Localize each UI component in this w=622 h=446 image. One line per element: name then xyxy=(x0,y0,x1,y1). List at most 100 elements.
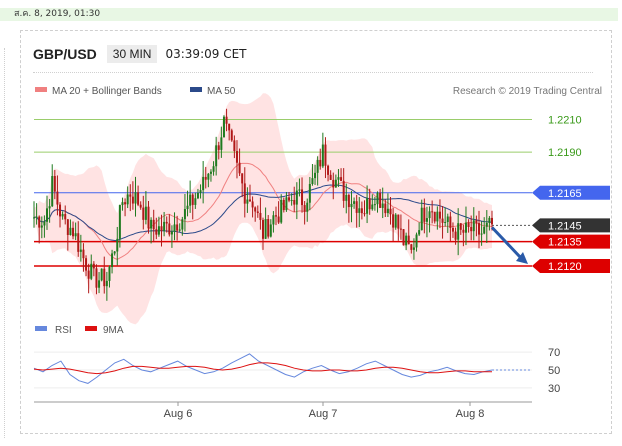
candle-body xyxy=(329,174,332,180)
candle-body xyxy=(129,194,132,197)
candle-body xyxy=(464,222,467,233)
candle-body xyxy=(48,206,51,209)
candle-body xyxy=(316,159,319,173)
candle-body xyxy=(275,215,278,217)
candle-body xyxy=(272,215,275,225)
candle-body xyxy=(189,194,192,206)
candle-body xyxy=(410,244,413,250)
candle-body xyxy=(155,229,158,235)
candle-body xyxy=(441,218,444,223)
candle-body xyxy=(241,173,244,184)
candle-body xyxy=(376,192,379,205)
candle-body xyxy=(74,233,77,237)
candle-body xyxy=(298,189,301,191)
candle-body xyxy=(170,231,173,235)
candle-body xyxy=(59,204,62,217)
level-tag-1.2165 xyxy=(532,185,610,200)
candle-body xyxy=(222,116,225,138)
candle-body xyxy=(202,176,205,191)
chart-panel xyxy=(20,30,612,434)
x-tick-label-Aug-7: Aug 7 xyxy=(309,408,338,420)
candle-body xyxy=(311,178,314,185)
level-label-1.2145: 1.2145 xyxy=(548,220,582,232)
candle-body xyxy=(160,226,163,231)
candle-body xyxy=(360,208,363,214)
candle-body xyxy=(251,201,254,208)
candle-body xyxy=(301,189,304,206)
ma20-line xyxy=(33,162,493,260)
candle-body xyxy=(332,179,335,188)
rsi-ma-legend-label: 9MA xyxy=(103,325,124,336)
candle-body xyxy=(173,224,176,232)
candle-body xyxy=(420,207,423,231)
level-label-1.2120: 1.2120 xyxy=(548,261,582,273)
candle-body xyxy=(243,183,246,204)
candle-body xyxy=(334,179,337,188)
candle-body xyxy=(33,217,35,219)
candle-body xyxy=(40,225,43,228)
candle-body xyxy=(353,201,356,204)
candle-body xyxy=(267,219,270,237)
candle-body xyxy=(147,206,150,229)
candle-body xyxy=(303,205,306,212)
candle-body xyxy=(90,263,93,279)
timeframe-badge[interactable]: 30 MIN xyxy=(106,45,158,63)
candle-body xyxy=(137,192,140,205)
rsi-legend-swatch xyxy=(35,326,47,331)
candle-body xyxy=(215,145,218,167)
candle-body xyxy=(340,177,343,181)
candle-body xyxy=(220,137,223,150)
timestamp-date: ส.ค. 8, 2019, 01:30 xyxy=(14,9,101,19)
candle-body xyxy=(269,224,272,237)
candle-body xyxy=(100,268,103,281)
candle-body xyxy=(246,199,249,204)
candle-body xyxy=(259,212,262,220)
candle-body xyxy=(165,221,168,224)
candle-body xyxy=(108,267,111,281)
level-tag-1.2145 xyxy=(532,218,610,233)
left-divider xyxy=(4,48,5,438)
rsi-legend-label: RSI xyxy=(55,325,72,336)
candle-body xyxy=(373,204,376,206)
candle-body xyxy=(480,233,483,235)
candle-body xyxy=(118,205,121,239)
symbol-title: GBP/USD xyxy=(33,46,97,62)
candle-body xyxy=(321,144,324,167)
candle-body xyxy=(459,223,462,230)
candle-body xyxy=(103,268,106,287)
rsi-tick-label-50: 50 xyxy=(548,365,560,377)
candle-body xyxy=(282,199,285,211)
candle-body xyxy=(358,208,361,213)
credit-text: Research © 2019 Trading Central xyxy=(453,86,602,97)
candle-body xyxy=(324,144,327,166)
level-label-1.2190: 1.2190 xyxy=(548,147,582,159)
candle-body xyxy=(384,203,387,214)
candle-body xyxy=(418,230,421,235)
candle-body xyxy=(389,208,392,215)
candle-body xyxy=(397,214,400,229)
candle-body xyxy=(399,228,402,230)
forecast-arrow-head xyxy=(516,252,528,265)
candle-body xyxy=(431,211,434,213)
candle-body xyxy=(254,207,257,212)
x-tick-label-Aug-8: Aug 8 xyxy=(456,408,485,420)
candle-body xyxy=(194,198,197,205)
candle-body xyxy=(225,116,228,124)
rsi-ma-line xyxy=(33,362,492,375)
candle-body xyxy=(204,176,207,180)
candle-body xyxy=(43,221,46,226)
candle-body xyxy=(217,145,220,150)
candle-body xyxy=(319,159,322,167)
candle-body xyxy=(381,203,384,208)
candle-body xyxy=(477,223,480,235)
candle-body xyxy=(256,211,259,213)
candle-body xyxy=(405,235,408,246)
candle-body xyxy=(196,192,199,199)
candle-body xyxy=(178,229,181,231)
candle-body xyxy=(407,235,410,245)
candle-body xyxy=(350,203,353,208)
candle-body xyxy=(238,162,241,174)
candle-body xyxy=(199,190,202,193)
candle-body xyxy=(209,171,212,174)
candle-body xyxy=(95,268,98,288)
